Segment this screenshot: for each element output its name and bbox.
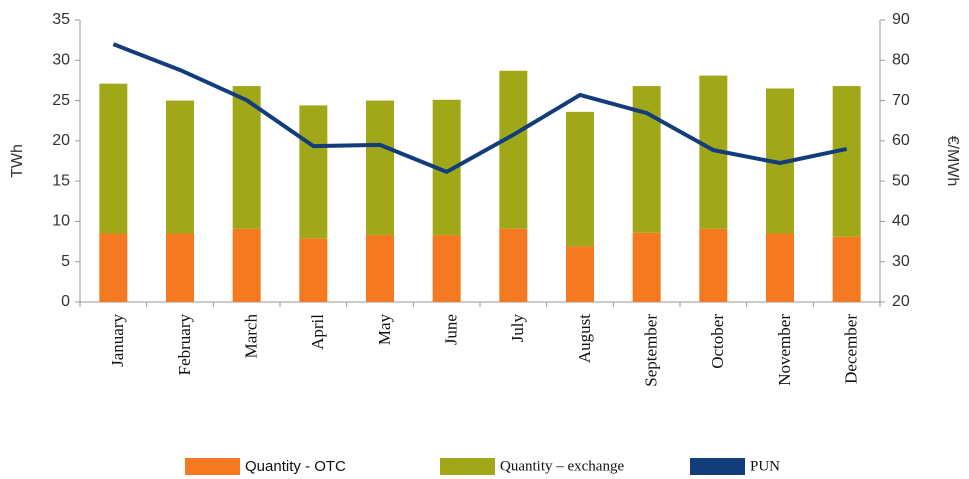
bar (632, 232, 661, 302)
x-tick-label: April (308, 314, 327, 350)
bar (366, 235, 394, 302)
y-tick-label: 35 (52, 11, 70, 28)
y-tick-label: 20 (52, 132, 70, 149)
y-tick-label: 15 (52, 172, 70, 189)
y-axis-label: TWh (9, 144, 26, 178)
y2-tick-label: 80 (892, 52, 910, 69)
bar (832, 236, 861, 302)
legend-swatch (440, 458, 495, 475)
bar (166, 233, 194, 302)
bar (232, 86, 261, 229)
bar (99, 83, 128, 234)
bar (366, 100, 394, 236)
y2-tick-label: 90 (892, 11, 910, 28)
bar (99, 233, 128, 302)
bar (499, 228, 528, 302)
x-tick-label: January (108, 314, 127, 367)
y2-tick-label: 30 (892, 253, 910, 270)
y-tick-label: 30 (52, 52, 70, 69)
bar (299, 105, 328, 239)
legend-label: PUN (750, 458, 780, 474)
bar (432, 235, 461, 302)
x-tick-label: June (442, 314, 461, 345)
bar (299, 238, 328, 302)
y-tick-label: 0 (61, 293, 70, 310)
x-tick-label: September (642, 314, 661, 387)
x-tick-label: March (242, 314, 261, 359)
bar (699, 228, 728, 302)
x-tick-label: July (508, 314, 527, 343)
x-tick-label: February (175, 314, 194, 376)
y-tick-label: 5 (61, 253, 70, 270)
legend-label: Quantity – exchange (500, 458, 624, 474)
x-tick-label: November (775, 314, 794, 386)
bar (766, 233, 794, 302)
bar (566, 111, 594, 247)
bar (499, 70, 528, 229)
y-tick-label: 25 (52, 92, 70, 109)
line (112, 42, 848, 174)
y2-tick-label: 50 (892, 172, 910, 189)
y2-tick-label: 70 (892, 92, 910, 109)
x-tick-label: December (842, 314, 861, 384)
x-tick-label: May (375, 314, 394, 346)
y-tick-label: 10 (52, 213, 70, 230)
bar (632, 86, 661, 233)
bar (566, 246, 594, 302)
legend-swatch (185, 458, 240, 475)
bar (832, 86, 861, 237)
y2-tick-label: 40 (892, 213, 910, 230)
legend-label: Quantity - OTC (245, 458, 346, 475)
y2-axis-label: €/MWh (944, 136, 961, 187)
bar (232, 228, 261, 302)
x-tick-label: August (575, 314, 594, 363)
bar (166, 100, 194, 234)
y2-tick-label: 20 (892, 293, 910, 310)
y2-tick-label: 60 (892, 132, 910, 149)
legend-swatch (690, 458, 745, 475)
x-tick-label: October (708, 314, 727, 369)
